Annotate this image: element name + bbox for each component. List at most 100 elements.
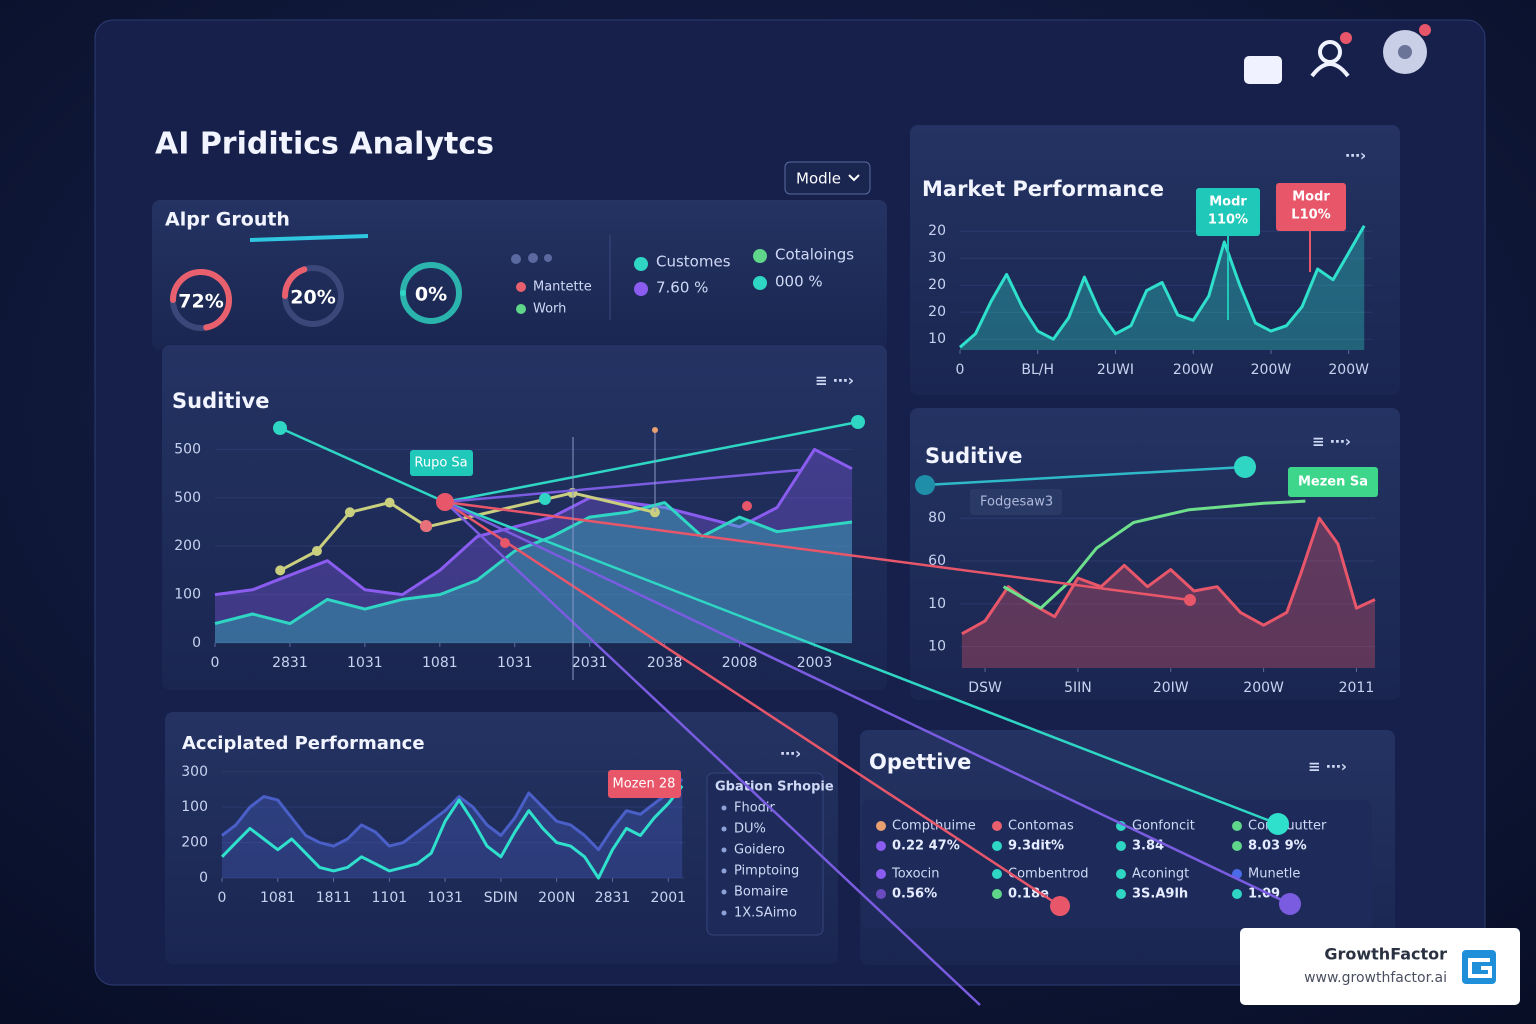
y-tick-label: 80 bbox=[928, 510, 946, 526]
connector bbox=[444, 501, 981, 1006]
y-tick-label: 0 bbox=[199, 870, 208, 886]
y-tick-label: 10 bbox=[928, 639, 946, 655]
menu-icon[interactable]: ≡ ⋯› bbox=[1308, 758, 1347, 776]
side-list-item: Goidero bbox=[734, 843, 785, 858]
item-label: Toxocin bbox=[891, 867, 940, 882]
node bbox=[851, 415, 865, 429]
x-tick-label: 200W bbox=[1243, 680, 1284, 696]
item-label: Aconingt bbox=[1132, 867, 1189, 882]
y-tick-label: 100 bbox=[174, 587, 201, 603]
node bbox=[500, 538, 510, 548]
x-tick-label: 2003 bbox=[797, 655, 833, 671]
item-label: Combentrod bbox=[1008, 867, 1089, 882]
x-tick-label: 2011 bbox=[1339, 680, 1375, 696]
menu-icon[interactable]: ≡ ⋯› bbox=[815, 372, 854, 390]
item-dot bbox=[876, 869, 886, 879]
panel-title: Alpr Grouth bbox=[165, 209, 290, 231]
area bbox=[222, 778, 683, 878]
node bbox=[1279, 893, 1301, 915]
item-value: 8.03 9% bbox=[1248, 839, 1307, 854]
item-value: 1.09 bbox=[1248, 887, 1280, 902]
item-dot bbox=[876, 841, 886, 851]
point bbox=[311, 546, 322, 557]
icon-cards[interactable] bbox=[1244, 56, 1282, 84]
item-label: Contomas bbox=[1008, 819, 1074, 834]
item-value: 0.56% bbox=[892, 887, 937, 902]
stat-dot bbox=[634, 257, 648, 271]
node bbox=[652, 427, 658, 433]
annotation-box bbox=[608, 770, 681, 798]
x-tick-label: 200W bbox=[1328, 362, 1369, 378]
y-tick-label: 300 bbox=[181, 764, 208, 780]
y-tick-label: 20 bbox=[928, 304, 946, 320]
area bbox=[960, 225, 1365, 350]
legend-dot bbox=[516, 282, 526, 292]
node bbox=[539, 493, 551, 505]
item-value: 9.3dit% bbox=[1008, 839, 1064, 854]
legend-label: Mantette bbox=[533, 280, 592, 295]
panel-title: Market Performance bbox=[922, 177, 1164, 201]
x-tick-label: 200N bbox=[538, 890, 575, 906]
panel-title: Suditive bbox=[925, 444, 1022, 468]
dot bbox=[511, 254, 521, 264]
item-dot bbox=[992, 869, 1002, 879]
node bbox=[1267, 813, 1289, 835]
more-icon[interactable]: ⋯› bbox=[780, 745, 801, 763]
item-dot bbox=[876, 889, 886, 899]
caret bbox=[848, 174, 860, 182]
y-tick-label: 20 bbox=[928, 223, 946, 239]
gauge-label: 0% bbox=[415, 284, 447, 306]
brand: GrowthFactor bbox=[1324, 945, 1447, 964]
x-tick-label: SDIN bbox=[484, 890, 518, 906]
more-icon[interactable]: ⋯› bbox=[1345, 147, 1366, 165]
annotation-text: 110% bbox=[1208, 213, 1248, 228]
item-dot bbox=[1232, 841, 1242, 851]
x-tick-label: 1031 bbox=[427, 890, 463, 906]
legend-label: Worh bbox=[533, 302, 566, 317]
annotation: Rupo Sa bbox=[410, 450, 473, 476]
toolbar-icons[interactable] bbox=[1244, 24, 1431, 84]
stat-dot bbox=[634, 282, 648, 296]
dot bbox=[528, 253, 538, 263]
gauge-label: 20% bbox=[290, 287, 335, 309]
x-tick-label: 2831 bbox=[272, 655, 308, 671]
bullet bbox=[721, 826, 727, 832]
connector bbox=[444, 500, 1191, 602]
bullet bbox=[721, 805, 727, 811]
item-dot bbox=[1232, 889, 1242, 899]
connector bbox=[444, 500, 1291, 906]
connector bbox=[924, 465, 1246, 487]
badge bbox=[1419, 24, 1431, 36]
badge bbox=[1340, 32, 1352, 44]
dropdown-label[interactable]: Modle bbox=[796, 170, 841, 188]
dropdown[interactable] bbox=[784, 161, 871, 195]
line bbox=[959, 225, 1366, 349]
x-tick-label: 2UWI bbox=[1097, 362, 1134, 378]
annotation-text: Fodgesaw3 bbox=[980, 495, 1053, 510]
market-panel bbox=[910, 125, 1400, 395]
gauges: 72% 20% 0% bbox=[170, 262, 462, 331]
x-tick-label: 2001 bbox=[650, 890, 686, 906]
node bbox=[1234, 456, 1256, 478]
stat-dot bbox=[753, 249, 767, 263]
connector bbox=[444, 468, 801, 504]
stat-label: Customes bbox=[656, 253, 731, 271]
line bbox=[214, 447, 853, 597]
side-list-item: DU% bbox=[734, 822, 766, 837]
menu-icon[interactable]: ≡ ⋯› bbox=[1312, 433, 1351, 451]
y-tick-label: 100 bbox=[181, 799, 208, 815]
icon-user-body bbox=[1310, 62, 1350, 78]
bullet bbox=[721, 910, 727, 916]
suditive-panel-right bbox=[910, 408, 1400, 700]
y-tick-label: 30 bbox=[928, 250, 946, 266]
x-tick-label: 1081 bbox=[422, 655, 458, 671]
connector bbox=[444, 500, 1279, 826]
side-list-item: Bomaire bbox=[734, 885, 788, 900]
item-value: 3S.A9lh bbox=[1132, 887, 1188, 902]
node bbox=[1184, 594, 1196, 606]
annotation-box bbox=[1276, 183, 1346, 231]
logo-mark bbox=[1468, 958, 1492, 978]
item-dot bbox=[992, 841, 1002, 851]
y-tick-label: 500 bbox=[174, 441, 201, 457]
node bbox=[436, 493, 454, 511]
